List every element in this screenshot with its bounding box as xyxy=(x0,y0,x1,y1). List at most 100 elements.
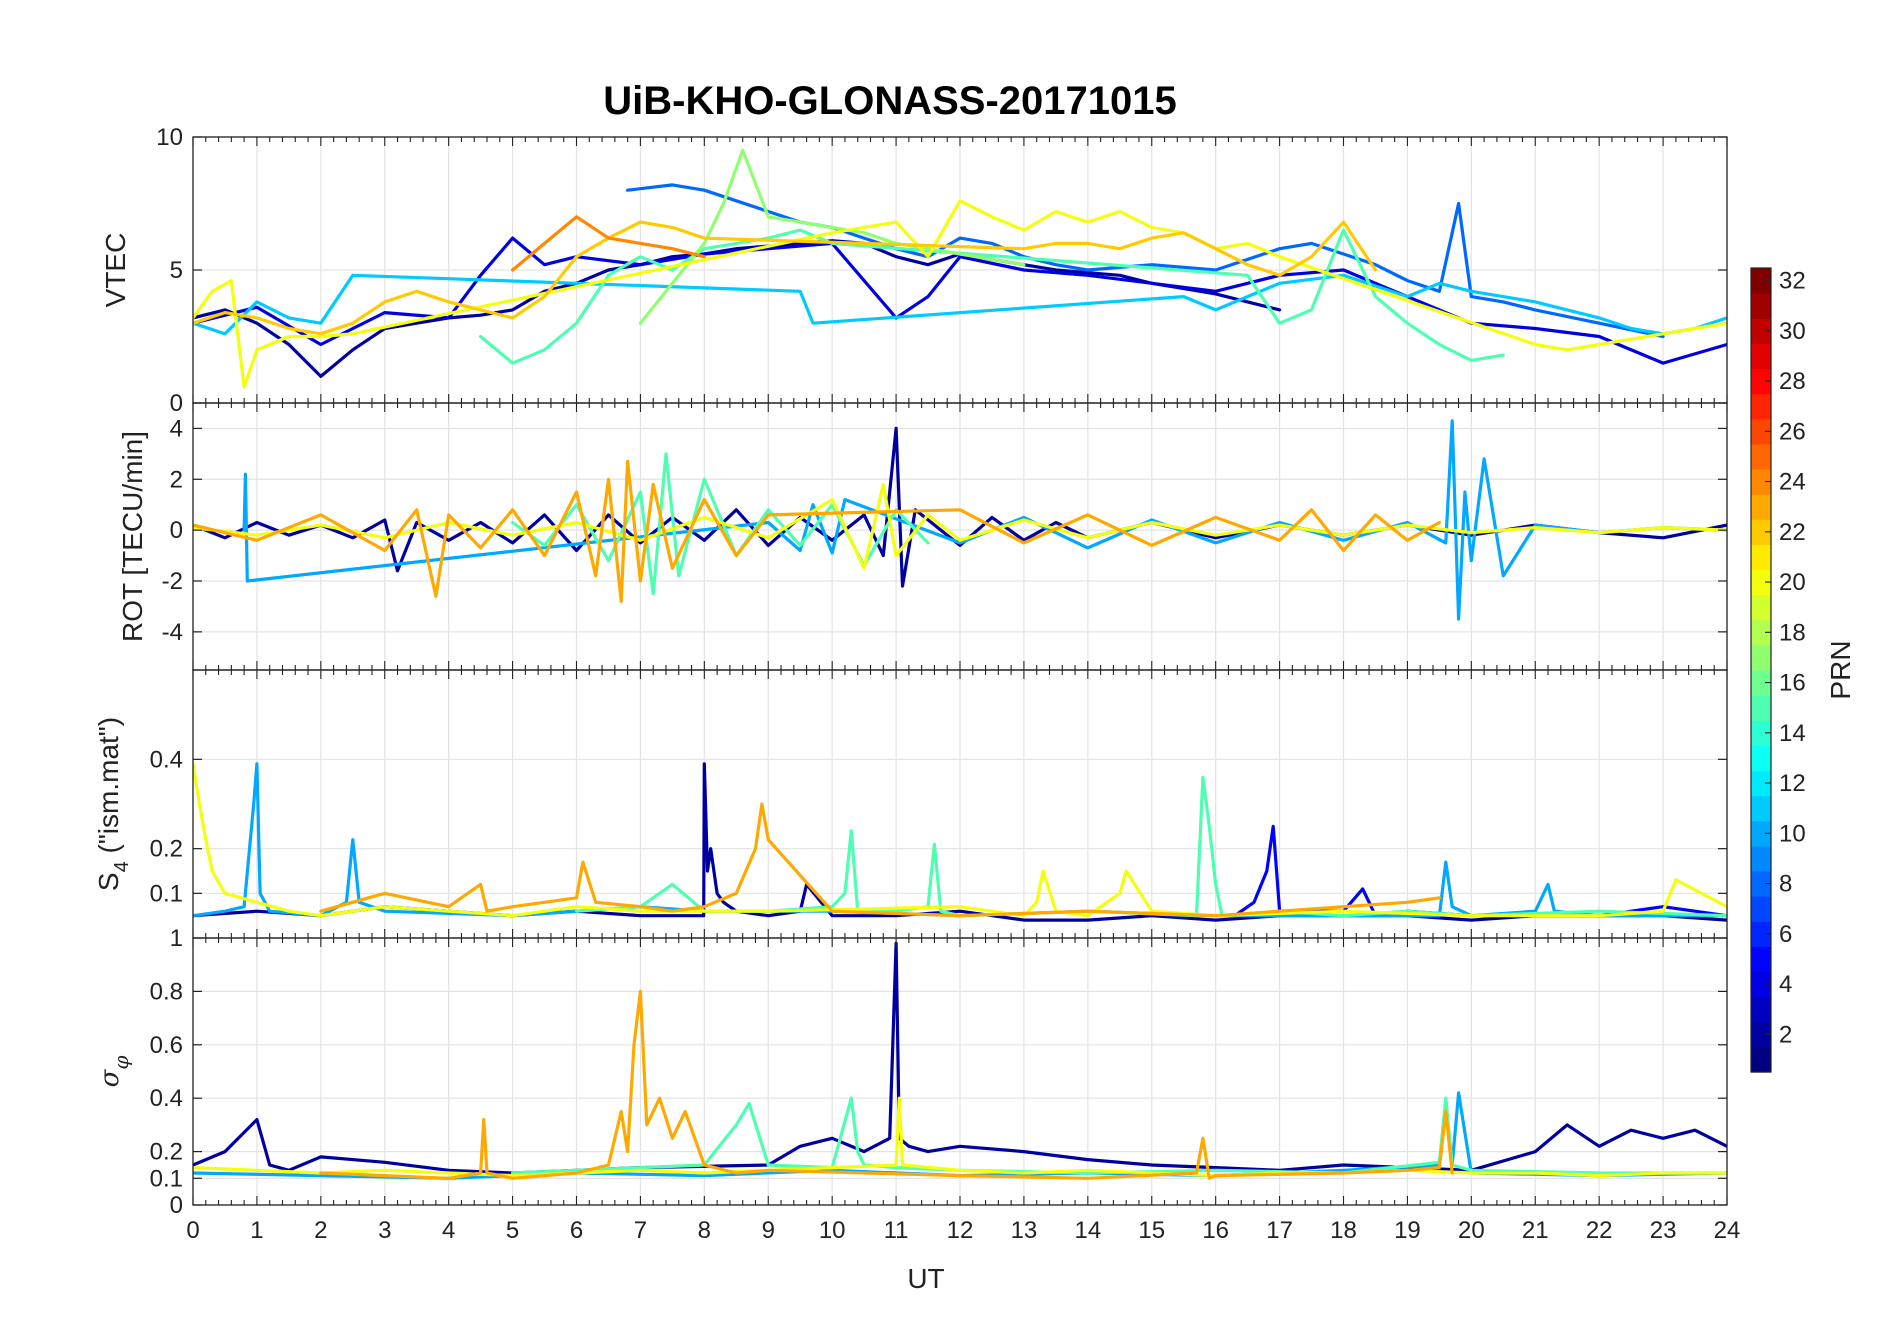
series-line-prn-2 xyxy=(193,239,1282,378)
colorbar-segment xyxy=(1751,921,1771,947)
x-tick-label: 5 xyxy=(506,1217,519,1244)
colorbar-segment xyxy=(1751,594,1771,621)
colorbar-segment xyxy=(1751,720,1771,746)
colorbar-tick-label: 18 xyxy=(1779,619,1806,646)
series-line-prn-2 xyxy=(193,941,1727,1175)
x-tick-label: 11 xyxy=(884,1217,909,1244)
colorbar-segment xyxy=(1751,494,1771,520)
colorbar-segment xyxy=(1751,1046,1771,1073)
panel-2: -4 -2 0 2 4 ROT [TECU/min] xyxy=(117,402,1728,671)
colorbar-tick-label: 12 xyxy=(1779,770,1806,797)
colorbar-segment xyxy=(1751,670,1771,696)
y-tick-label: 2 xyxy=(170,466,183,493)
x-tick-label: 19 xyxy=(1394,1217,1421,1244)
panel-4: 00.10.2 0.4 0.6 0.8 1 σφ xyxy=(95,925,1728,1219)
colorbar-segment xyxy=(1751,418,1771,445)
colorbar-segment xyxy=(1751,795,1771,822)
x-tick-label: 9 xyxy=(762,1217,775,1244)
colorbar-segment xyxy=(1751,644,1771,671)
colorbar-segment xyxy=(1751,871,1771,897)
colorbar-tick-label: 28 xyxy=(1779,368,1806,395)
y-axis-label: ROT [TECU/min] xyxy=(117,431,148,642)
colorbar-segment xyxy=(1751,971,1771,998)
y-tick-label: -2 xyxy=(162,568,183,595)
x-tick-label: 22 xyxy=(1586,1217,1613,1244)
x-tick-label: 10 xyxy=(819,1217,846,1244)
colorbar-segment xyxy=(1751,569,1771,596)
panel-1: 0 5 10 VTEC xyxy=(100,124,1728,417)
x-tick-label: 12 xyxy=(947,1217,974,1244)
x-tick-label: 17 xyxy=(1266,1217,1293,1244)
colorbar-segment xyxy=(1751,619,1771,646)
series-line-prn-10 xyxy=(242,419,1727,621)
x-tick-label: 15 xyxy=(1138,1217,1165,1244)
colorbar-segment xyxy=(1751,544,1771,571)
y-tick-label: 0 xyxy=(170,1192,183,1219)
y-axis-label: σφ xyxy=(95,1056,133,1088)
y-tick-label: 5 xyxy=(170,257,183,284)
x-tick-label: 20 xyxy=(1458,1217,1485,1244)
x-tick-label: 16 xyxy=(1202,1217,1229,1244)
x-tick-label: 6 xyxy=(570,1217,583,1244)
x-tick-label: 7 xyxy=(634,1217,647,1244)
colorbar-segment xyxy=(1751,343,1771,370)
y-tick-label: 0.8 xyxy=(150,978,183,1005)
series-line-prn-23 xyxy=(319,989,1454,1180)
x-tick-label: 23 xyxy=(1650,1217,1677,1244)
y-tick-label: 4 xyxy=(170,415,183,442)
colorbar-tick-label: 20 xyxy=(1779,569,1806,596)
colorbar-segment xyxy=(1751,368,1771,395)
colorbar-tick-label: 2 xyxy=(1779,1021,1792,1048)
colorbar-segment xyxy=(1751,946,1771,973)
colorbar-segment xyxy=(1751,745,1771,772)
x-tick-label: 18 xyxy=(1330,1217,1357,1244)
colorbar-segment xyxy=(1751,695,1771,721)
colorbar-tick-label: 22 xyxy=(1779,519,1806,546)
x-tick-label: 21 xyxy=(1522,1217,1549,1244)
series-group xyxy=(193,762,1727,922)
y-tick-label: 0 xyxy=(170,390,183,417)
colorbar-tick-label: 14 xyxy=(1779,720,1806,747)
colorbar-segment xyxy=(1751,996,1771,1023)
series-line-prn-23 xyxy=(193,459,1442,603)
y-tick-label: -4 xyxy=(162,619,183,646)
series-line-prn-20 xyxy=(193,762,1727,918)
x-axis-label: UT xyxy=(907,1263,944,1294)
colorbar-tick-label: 8 xyxy=(1779,871,1792,898)
series-group xyxy=(193,941,1727,1180)
y-tick-label: 0.2 xyxy=(150,1139,183,1166)
x-tick-label: 14 xyxy=(1074,1217,1101,1244)
colorbar-segment xyxy=(1751,519,1771,545)
x-tick-label: 24 xyxy=(1714,1217,1741,1244)
x-tick-label: 2 xyxy=(314,1217,327,1244)
colorbar-segment xyxy=(1751,393,1771,420)
x-tick-labels: 0 1 2 3 4 5 6 7 8 9 10 11 12 13 14 15 16 17 18 19 20 21 22 23 24 xyxy=(186,1217,1740,1244)
series-line-prn-24 xyxy=(510,215,706,272)
colorbar-segment xyxy=(1751,845,1771,872)
series-line-prn-15 xyxy=(479,228,1505,365)
colorbar-tick-label: 6 xyxy=(1779,921,1792,948)
colorbar-tick-label: 26 xyxy=(1779,418,1806,445)
x-tick-label: 4 xyxy=(442,1217,455,1244)
colorbar-tick-label: 10 xyxy=(1779,820,1806,847)
y-tick-label: 0.4 xyxy=(150,746,183,773)
y-tick-label: 0 xyxy=(170,517,183,544)
colorbar-tick-label: 4 xyxy=(1779,971,1792,998)
colorbar-segment xyxy=(1751,293,1771,319)
y-tick-label: 1 xyxy=(170,925,183,952)
colorbar-segment xyxy=(1751,318,1771,344)
colorbar-segment xyxy=(1751,469,1771,495)
series-line-prn-11 xyxy=(193,273,1727,336)
x-tick-label: 3 xyxy=(378,1217,391,1244)
series-group xyxy=(193,148,1727,389)
series-line-prn-8 xyxy=(625,183,1665,339)
colorbar-label: PRN xyxy=(1825,640,1856,699)
y-axis-label: S4 ("ism.mat") xyxy=(93,717,133,891)
x-tick-label: 13 xyxy=(1011,1217,1038,1244)
chart-title: UiB-KHO-GLONASS-20171015 xyxy=(603,79,1177,123)
colorbar-segment xyxy=(1751,443,1771,470)
colorbar-segment xyxy=(1751,896,1771,922)
series-line-prn-22 xyxy=(193,220,1378,336)
